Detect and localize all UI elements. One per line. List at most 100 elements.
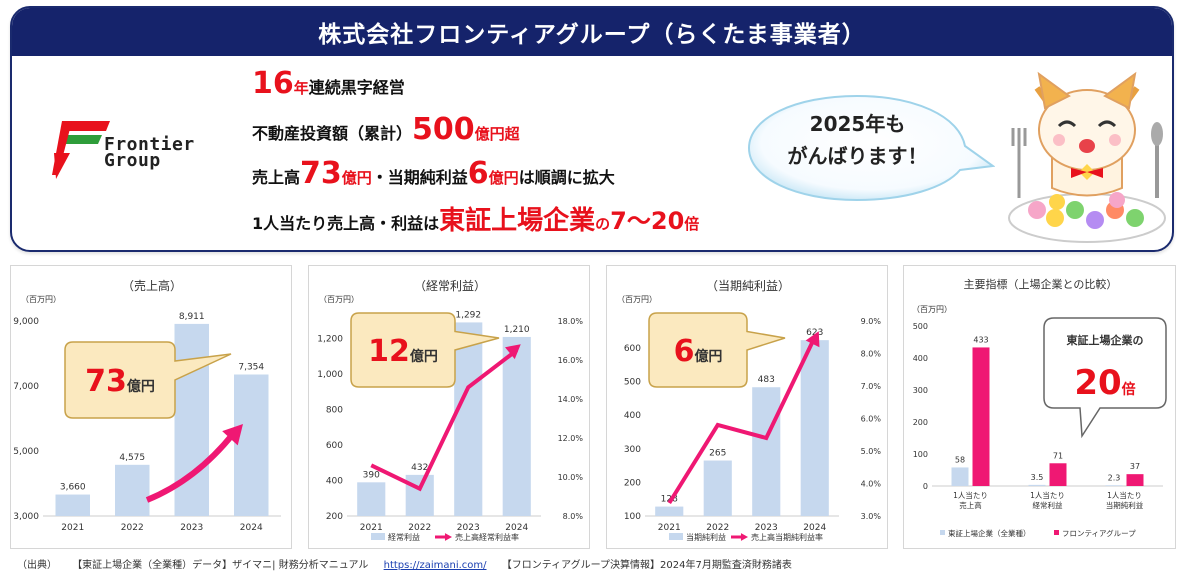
bar: [454, 322, 483, 516]
chart-title: （売上高）: [122, 278, 182, 293]
bar: [1028, 484, 1046, 486]
unit-label: （百万円）: [319, 295, 359, 304]
y2tick-label: 12.0%: [558, 434, 584, 443]
mascot-cat-icon: [1008, 71, 1166, 243]
y2tick-label: 4.0%: [861, 480, 882, 489]
bar: [233, 374, 269, 516]
legend-label-bar: 経常利益: [388, 532, 420, 542]
h4-num: 7〜20: [610, 207, 685, 235]
profit-callout-2: [648, 312, 786, 388]
callout-line1: 東証上場企業の: [1067, 333, 1144, 347]
footer-link[interactable]: https://zaimani.com/: [383, 560, 487, 571]
bar-value-label: 3.5: [1031, 473, 1044, 482]
y2tick-label: 5.0%: [861, 447, 882, 456]
legend-label-line: 売上高当期純利益率: [751, 532, 823, 542]
bubble-line2: がんばります！: [787, 144, 928, 168]
bar-value-label: 432: [411, 463, 428, 473]
chart-title: （経常利益）: [414, 279, 486, 293]
bar-value-label: 2.3: [1108, 473, 1121, 482]
legend-label-line: 売上高経常利益率: [455, 532, 519, 542]
y2tick-label: 7.0%: [861, 382, 882, 391]
bar: [655, 506, 684, 516]
chart-card-ordinary-profit: （経常利益） （百万円） 200 400 600 800 1,000 1,200 390 2021…: [308, 265, 590, 549]
chart-card-sales: （売上高） （百万円） 3,000 5,000 7,000 9,000 3,660 2021 4…: [10, 265, 292, 549]
ratio-line-arrow-head: [505, 344, 521, 360]
x-tick-label: 2024: [803, 523, 826, 533]
company-banner: 株式会社フロンティアグループ（らくたま事業者） Frontier Group 1…: [10, 6, 1174, 252]
legend-swatch-bar: [371, 533, 385, 540]
callout-unit: 倍: [1122, 381, 1136, 398]
source-footer: （出典） 【東証上場企業（全業種）データ】ザイマニ| 財務分析マニュアル htt…: [17, 556, 804, 571]
headline-1: 16年連続黒字経営: [252, 66, 405, 101]
h3-text2: ・当期純利益: [371, 168, 468, 187]
sales-callout-unit: 億円: [127, 378, 155, 395]
x-tick-label: 当期純利益: [1106, 500, 1144, 510]
bar-value-label: 4,575: [119, 453, 145, 463]
sales-callout-num: 73: [85, 364, 127, 399]
frontier-group-logo: Frontier Group: [52, 113, 222, 193]
chart-card-comparison: 主要指標（上場企業との比較） （百万円） 0 100 200 300 400 500 58 433…: [903, 265, 1176, 549]
headline-4: 1人当たり売上高・利益は東証上場企業の7〜20倍: [252, 200, 699, 237]
profit-callout-1-unit: 億円: [410, 348, 438, 365]
comparison-chart: 主要指標（上場企業との比較） （百万円） 0 100 200 300 400 500 58 433…: [912, 277, 1167, 538]
x-tick-label: 売上高: [959, 500, 982, 510]
legend-label-bar: 当期純利益: [686, 532, 726, 542]
sales-callout: [64, 341, 232, 419]
bar: [800, 340, 829, 516]
bar: [1049, 463, 1067, 486]
x-tick-label: 1人当たり: [1107, 490, 1142, 500]
ytick-label: 3,000: [13, 512, 39, 522]
profit-callout-2-text: 6億円: [674, 334, 723, 369]
y2tick-label: 8.0%: [861, 350, 882, 359]
ytick-label: 0: [923, 482, 928, 491]
x-tick-label: 2021: [61, 523, 84, 533]
growth-arrow-head: [222, 424, 243, 446]
profit-callout-2-unit: 億円: [694, 348, 722, 365]
h3-unit1: 億円: [341, 169, 372, 187]
h2-num: 500: [412, 112, 475, 147]
x-tick-label: 2021: [658, 523, 681, 533]
legend-arrow-head: [740, 533, 748, 541]
ytick-label: 400: [326, 477, 343, 487]
footer-source: （出典）: [17, 560, 57, 571]
sales-chart: （売上高） （百万円） 3,000 5,000 7,000 9,000 3,660 2021 4…: [13, 278, 281, 533]
x-tick-label: 1人当たり: [1030, 490, 1065, 500]
unit-label: （百万円）: [912, 305, 952, 314]
growth-arrow: [145, 432, 236, 503]
x-tick-label: 2021: [360, 523, 383, 533]
ytick-label: 500: [624, 378, 641, 388]
bar-value-label: 390: [363, 470, 380, 480]
headline-3: 売上高73億円・当期純利益6億円は順調に拡大: [252, 156, 615, 191]
callout-num: 20: [1074, 363, 1121, 403]
h1-unit: 年: [293, 79, 309, 97]
bar: [752, 387, 781, 516]
ratio-line: [667, 336, 817, 505]
y2tick-label: 18.0%: [558, 317, 584, 326]
bubble-line1: 2025年も: [809, 112, 906, 136]
h3-num2: 6: [467, 156, 489, 191]
ytick-label: 1,200: [317, 335, 343, 345]
bar: [951, 467, 969, 486]
logo-line1: Frontier: [104, 134, 195, 155]
speech-bubble: [747, 94, 995, 202]
bar: [357, 482, 386, 516]
h2-unit: 億円超: [474, 125, 520, 143]
ytick-label: 800: [326, 406, 343, 416]
h3-text3: は順調に拡大: [518, 168, 615, 187]
legend-arrow-head: [444, 533, 452, 541]
logo-mark-icon: [52, 121, 110, 179]
y2tick-label: 16.0%: [558, 356, 584, 365]
ytick-label: 600: [326, 441, 343, 451]
unit-label: （百万円）: [21, 295, 61, 304]
chart-title: （当期純利益）: [706, 279, 790, 293]
footer-ref2: 【フロンティアグループ決算情報】2024年7月期監査済財務諸表: [501, 560, 792, 571]
h4-text1: 1人当たり売上高・利益は: [252, 214, 440, 233]
x-tick-label: 2024: [240, 523, 263, 533]
ordinary-profit-chart: （経常利益） （百万円） 200 400 600 800 1,000 1,200 390 2021…: [317, 279, 584, 542]
ytick-label: 200: [913, 418, 928, 427]
bar-value-label: 37: [1130, 462, 1140, 471]
bar-value-label: 433: [973, 335, 988, 344]
legend-swatch-bar: [669, 533, 683, 540]
bar-value-label: 8,911: [179, 312, 205, 322]
y2tick-label: 8.0%: [563, 512, 584, 521]
